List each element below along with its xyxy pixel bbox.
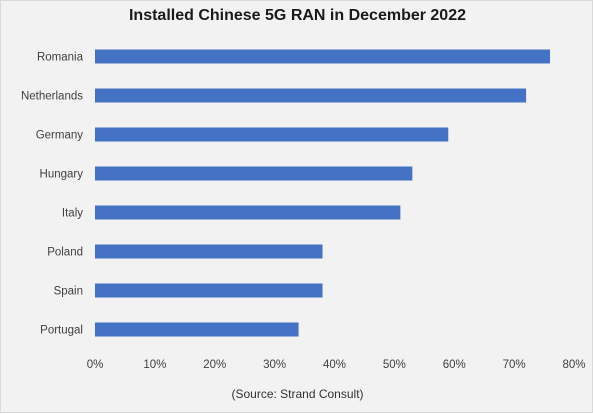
x-tick-label: 10%	[143, 359, 166, 371]
x-tick-label: 60%	[443, 359, 466, 371]
category-label: Germany	[36, 130, 84, 142]
bar-germany	[95, 127, 449, 142]
x-tick-label: 30%	[263, 359, 286, 371]
bar-spain	[95, 283, 323, 298]
category-label: Netherlands	[21, 91, 83, 103]
x-tick-label: 0%	[87, 359, 104, 371]
category-label: Poland	[47, 247, 83, 259]
bar-romania	[95, 49, 551, 64]
bar-hungary	[95, 166, 413, 181]
x-tick-label: 70%	[503, 359, 526, 371]
bar-portugal	[95, 322, 299, 337]
x-tick-label: 50%	[383, 359, 406, 371]
category-label: Hungary	[40, 169, 84, 181]
bar-italy	[95, 205, 401, 220]
category-label: Romania	[37, 52, 84, 64]
x-tick-label: 40%	[323, 359, 346, 371]
x-tick-label: 80%	[562, 359, 585, 371]
x-tick-label: 20%	[203, 359, 226, 371]
category-label: Portugal	[40, 325, 83, 337]
bar-poland	[95, 244, 323, 259]
category-label: Spain	[54, 286, 83, 298]
category-label: Italy	[62, 208, 83, 220]
bar-netherlands	[95, 88, 527, 103]
chart-title: Installed Chinese 5G RAN in December 202…	[128, 7, 466, 24]
source-note: (Source: Strand Consult)	[231, 387, 364, 401]
